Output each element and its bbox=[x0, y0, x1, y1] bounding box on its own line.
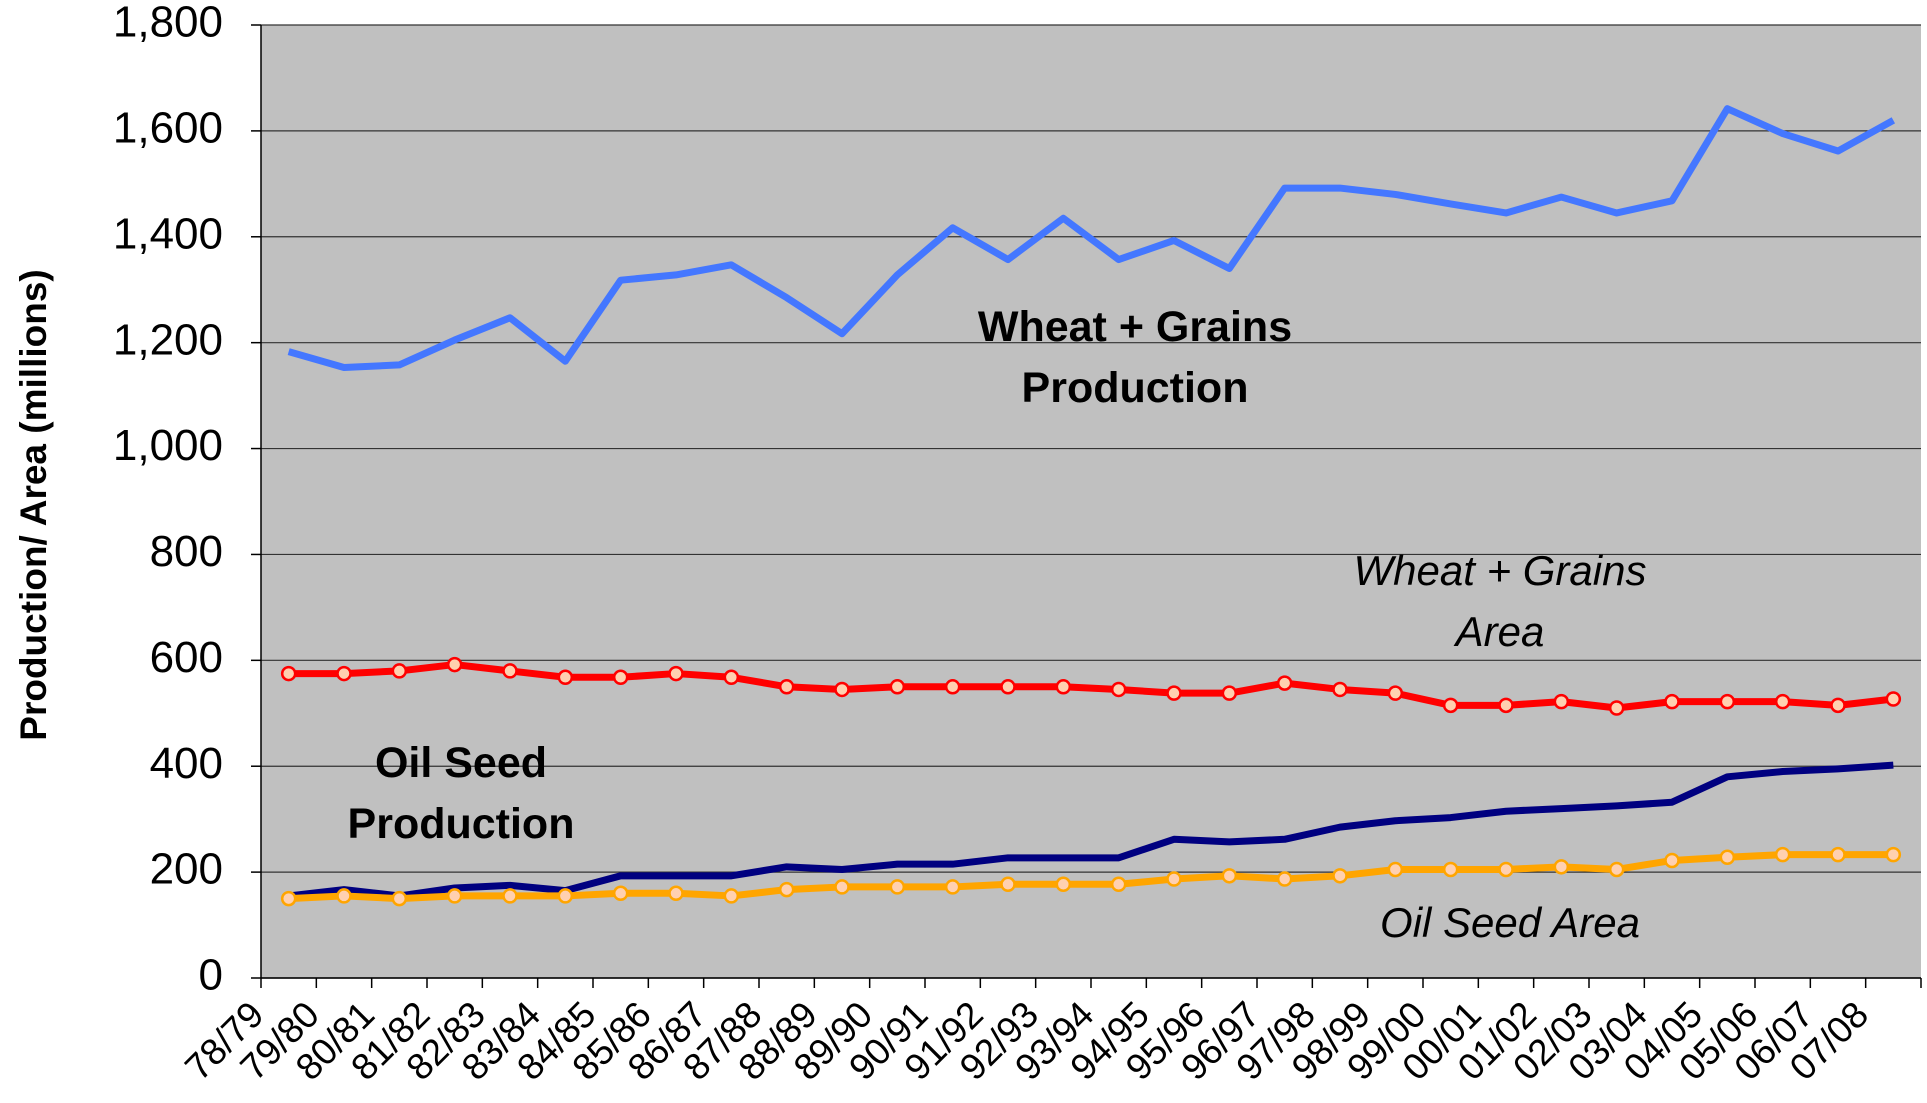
point-marker bbox=[889, 879, 906, 895]
series-line bbox=[288, 851, 1894, 903]
point-marker bbox=[1276, 871, 1293, 887]
point-marker bbox=[668, 665, 684, 682]
point-marker bbox=[1332, 681, 1348, 698]
point-marker bbox=[778, 679, 795, 695]
point-marker bbox=[778, 881, 795, 898]
point-marker bbox=[612, 669, 629, 686]
point-marker bbox=[336, 888, 352, 904]
point-marker bbox=[1885, 846, 1902, 863]
point-marker bbox=[1774, 846, 1791, 863]
point-marker bbox=[834, 879, 850, 895]
point-marker bbox=[1000, 679, 1016, 695]
annotation: Oil Seed Area bbox=[1380, 899, 1640, 946]
y-axis-label: Production/ Area (millions) bbox=[13, 269, 54, 740]
annotation: Oil Seed Production bbox=[348, 739, 575, 848]
y-tick-label: 400 bbox=[150, 739, 223, 788]
point-marker bbox=[1830, 697, 1846, 714]
point-marker bbox=[1442, 861, 1459, 878]
point-marker bbox=[1719, 693, 1736, 710]
annotation-line: Oil Seed bbox=[375, 739, 547, 787]
point-marker bbox=[1276, 675, 1293, 691]
y-tick-label: 0 bbox=[199, 951, 223, 1000]
point-marker bbox=[1055, 876, 1072, 893]
y-tick-label: 1,000 bbox=[113, 421, 223, 470]
point-marker bbox=[1332, 868, 1348, 884]
y-tick-label: 1,600 bbox=[113, 104, 223, 153]
point-marker bbox=[1110, 681, 1127, 698]
point-marker bbox=[1885, 691, 1902, 707]
point-marker bbox=[1498, 861, 1514, 878]
y-tick-label: 600 bbox=[150, 633, 223, 682]
annotation-line: Wheat + Grains bbox=[978, 303, 1292, 351]
series-line bbox=[287, 105, 1896, 372]
point-marker bbox=[723, 888, 740, 904]
point-marker bbox=[1498, 697, 1514, 714]
plot-area bbox=[261, 25, 1921, 978]
point-marker bbox=[280, 665, 297, 682]
point-marker bbox=[280, 890, 297, 907]
point-marker bbox=[889, 679, 906, 695]
point-marker bbox=[668, 885, 684, 902]
point-marker bbox=[1553, 859, 1570, 875]
point-marker bbox=[336, 665, 352, 682]
point-marker bbox=[391, 890, 408, 907]
y-tick-label: 1,800 bbox=[113, 0, 223, 47]
point-marker bbox=[1553, 693, 1570, 710]
point-marker bbox=[1387, 861, 1404, 878]
point-marker bbox=[1000, 876, 1016, 893]
annotation-line: Oil Seed Area bbox=[1380, 899, 1640, 946]
point-marker bbox=[1719, 849, 1736, 866]
point-marker bbox=[1608, 700, 1625, 716]
point-marker bbox=[612, 885, 629, 902]
annotation-line: Area bbox=[1453, 608, 1545, 655]
point-marker bbox=[1608, 861, 1625, 878]
annotation: Wheat + Grains Area bbox=[1354, 547, 1647, 655]
annotation-line: Production bbox=[348, 800, 575, 848]
point-marker bbox=[1055, 679, 1072, 695]
point-marker bbox=[944, 879, 961, 895]
point-marker bbox=[723, 669, 740, 686]
point-marker bbox=[1664, 693, 1680, 710]
point-marker bbox=[446, 656, 463, 673]
point-marker bbox=[557, 888, 574, 904]
point-marker bbox=[1166, 685, 1182, 701]
y-tick-label: 200 bbox=[150, 845, 223, 894]
point-marker bbox=[1442, 697, 1459, 714]
point-marker bbox=[1221, 868, 1238, 884]
annotation-line: Production bbox=[1022, 364, 1249, 412]
series-line bbox=[288, 661, 1894, 712]
point-marker bbox=[1110, 876, 1127, 893]
y-tick-label: 1,200 bbox=[113, 315, 223, 364]
point-marker bbox=[1166, 871, 1182, 887]
point-marker bbox=[834, 681, 850, 698]
point-marker bbox=[502, 663, 518, 679]
y-tick-label: 800 bbox=[150, 527, 223, 576]
point-marker bbox=[1387, 685, 1404, 701]
point-marker bbox=[944, 679, 961, 695]
point-marker bbox=[557, 669, 574, 686]
annotation-line: Wheat + Grains bbox=[1354, 547, 1647, 594]
point-marker bbox=[446, 888, 463, 904]
y-tick-label: 1,400 bbox=[113, 209, 223, 258]
point-marker bbox=[1221, 685, 1238, 701]
point-marker bbox=[391, 663, 408, 679]
series-line bbox=[288, 761, 1894, 900]
point-marker bbox=[502, 888, 518, 904]
point-marker bbox=[1774, 693, 1791, 710]
annotation: Wheat + Grains Production bbox=[978, 303, 1292, 412]
point-marker bbox=[1664, 852, 1680, 869]
point-marker bbox=[1830, 846, 1846, 863]
